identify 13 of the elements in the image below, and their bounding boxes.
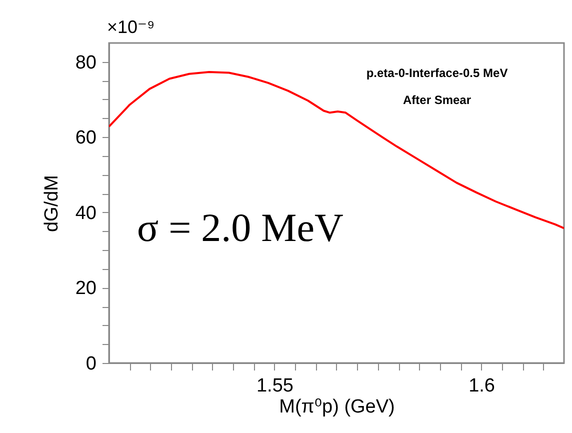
x-tick-label: 1.55 — [256, 376, 294, 396]
x-axis-title: M(π⁰p) (GeV) — [279, 396, 395, 418]
text: ×10⁻⁹ — [107, 17, 155, 37]
y-tick-label: 40 — [75, 202, 96, 224]
annotation: p.eta-0-Interface-0.5 MeV — [366, 66, 508, 80]
x-tick-label: 1.6 — [468, 376, 495, 396]
annotation: After Smear — [402, 93, 472, 107]
y-tick-label: 60 — [75, 128, 96, 149]
annotation: σ = 2.0 MeV — [137, 205, 344, 250]
y-tick-label: 80 — [75, 52, 96, 74]
y-tick-label: 0 — [86, 354, 96, 374]
y-axis-title: dG/dM — [41, 174, 62, 232]
y-tick-label: 20 — [75, 278, 96, 300]
